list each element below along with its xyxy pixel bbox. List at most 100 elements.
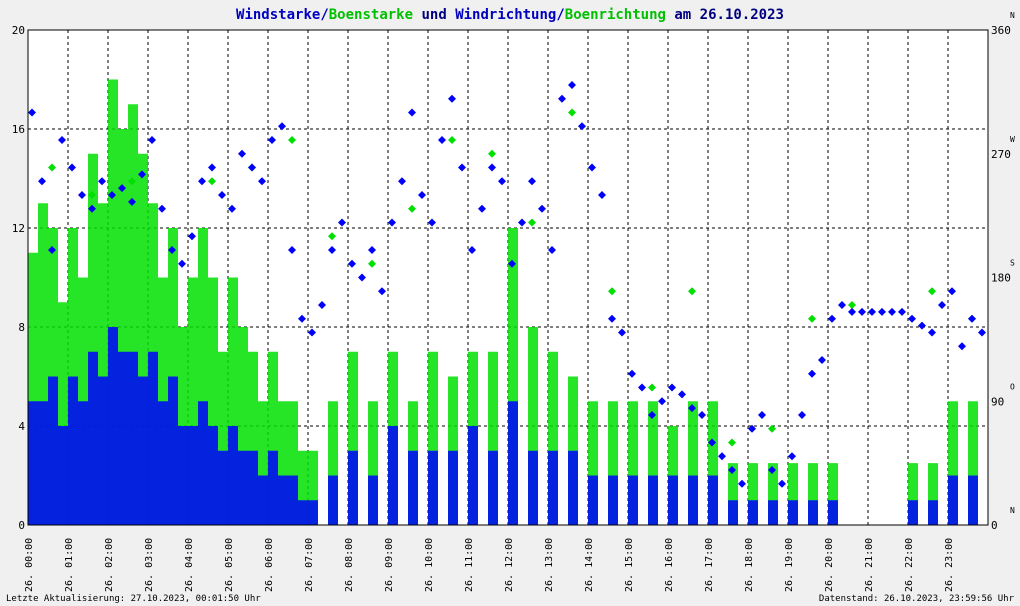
wind-bar [808, 500, 818, 525]
gust-direction-point [368, 259, 376, 268]
wind-direction-point [788, 452, 796, 461]
x-tick-label: 26. 20:00 [824, 538, 835, 592]
footer-data-status: Datenstand: 26.10.2023, 23:59:56 Uhr [819, 594, 1015, 604]
right-tick-label: 90 [991, 395, 1004, 408]
gust-bar [98, 203, 108, 525]
wind-direction-point [198, 177, 206, 186]
wind-bar [48, 376, 58, 525]
wind-direction-point [758, 411, 766, 419]
chart-title: Windstarke/Boenstarke und Windrichtung/B… [236, 7, 784, 23]
wind-bar [128, 351, 138, 525]
wind-direction-point [98, 177, 106, 186]
wind-direction-point [358, 273, 366, 282]
wind-direction-point [668, 383, 676, 392]
x-tick-label: 26. 05:00 [224, 538, 235, 592]
wind-direction-point [598, 191, 606, 199]
gust-direction-point [768, 424, 776, 433]
wind-bar [408, 450, 418, 525]
wind-direction-point [328, 246, 336, 254]
wind-direction-point [238, 149, 246, 158]
wind-direction-point [118, 184, 126, 193]
gust-direction-point [288, 136, 296, 144]
wind-bar [648, 475, 658, 525]
wind-bar [88, 351, 98, 525]
wind-direction-point [688, 404, 696, 413]
wind-direction-point [338, 218, 346, 227]
wind-bar [78, 401, 88, 525]
footer-last-update: Letzte Aktualisierung: 27.10.2023, 00:01… [6, 594, 261, 604]
wind-bar [428, 450, 438, 525]
compass-label: O [1010, 382, 1015, 391]
wind-bar [348, 450, 358, 525]
x-tick-label: 26. 11:00 [464, 538, 475, 592]
wind-direction-point [138, 170, 146, 179]
wind-direction-point [498, 177, 506, 186]
gust-bar [238, 327, 248, 525]
gust-bar [348, 351, 358, 525]
gust-bar [228, 277, 238, 525]
wind-bar [188, 426, 198, 525]
x-tick-label: 26. 12:00 [504, 538, 515, 592]
x-tick-label: 26. 14:00 [584, 538, 595, 592]
wind-direction-point [588, 163, 596, 172]
wind-bar [928, 500, 938, 525]
wind-direction-point [808, 369, 816, 378]
wind-direction-point [828, 314, 836, 323]
gust-bar [308, 450, 318, 525]
compass-label: N [1010, 11, 1015, 20]
wind-direction-point [608, 314, 616, 323]
wind-direction-point [428, 218, 436, 227]
wind-direction-point [868, 307, 876, 316]
right-tick-label: 360 [991, 24, 1011, 37]
wind-direction-point [488, 163, 496, 172]
x-tick-label: 26. 01:00 [64, 538, 75, 592]
gust-direction-point [208, 177, 216, 186]
wind-direction-point [818, 356, 826, 364]
x-tick-label: 26. 04:00 [184, 538, 195, 592]
gust-bar [58, 302, 68, 525]
wind-bar [488, 450, 498, 525]
wind-direction-point [958, 342, 966, 351]
wind-direction-point [928, 328, 936, 337]
title-windrichtung: Windrichtung [455, 7, 556, 23]
title-und: und [413, 7, 455, 23]
wind-direction-point [268, 136, 276, 144]
wind-bar [268, 450, 278, 525]
gust-direction-point [528, 218, 536, 227]
gust-direction-point [648, 383, 656, 392]
wind-bar [38, 401, 48, 525]
title-sep-2: / [556, 7, 564, 23]
gust-bar [928, 463, 938, 525]
wind-bar [238, 450, 248, 525]
gust-direction-point [728, 438, 736, 447]
wind-direction-point [698, 411, 706, 419]
x-tick-label: 26. 19:00 [784, 538, 795, 592]
wind-bar [148, 351, 158, 525]
gust-bar [608, 401, 618, 525]
wind-direction-point [708, 438, 716, 447]
gust-bar [688, 401, 698, 525]
wind-direction-point [628, 369, 636, 378]
wind-bar [748, 500, 758, 525]
wind-direction-point [858, 307, 866, 316]
wind-direction-point [528, 177, 536, 186]
wind-direction-point [48, 246, 56, 254]
left-tick-label: 16 [12, 123, 25, 136]
wind-direction-point [888, 307, 896, 316]
wind-direction-point [148, 136, 156, 144]
gust-bar [728, 463, 738, 525]
wind-direction-point [768, 466, 776, 474]
wind-direction-point [728, 466, 736, 474]
wind-direction-point [388, 218, 396, 227]
gust-bar [488, 351, 498, 525]
wind-direction-point [778, 479, 786, 488]
wind-direction-point [28, 108, 36, 117]
left-tick-label: 8 [18, 321, 25, 334]
wind-bar [208, 426, 218, 525]
gust-bar [288, 401, 298, 525]
right-axis-ticks: 0 N 90 O 180 S 270 W 360 N [991, 11, 1015, 532]
wind-direction-point [968, 314, 976, 323]
wind-direction-point [298, 314, 306, 323]
gust-direction-point [448, 136, 456, 144]
